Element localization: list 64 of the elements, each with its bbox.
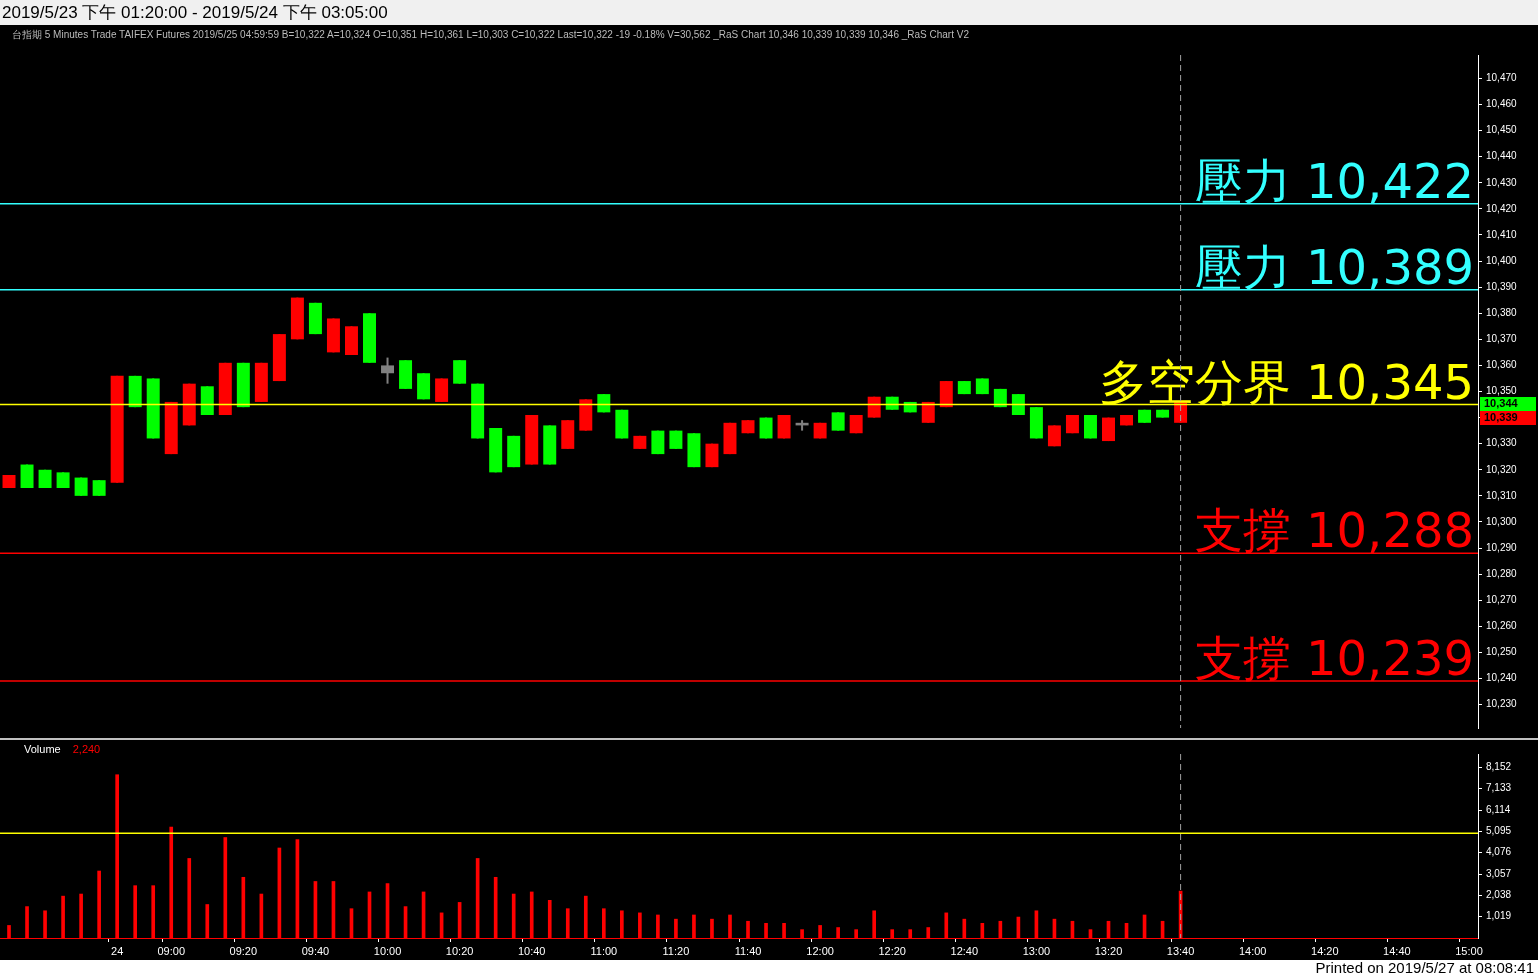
y-tick-label: 10,250	[1486, 646, 1518, 658]
x-tick-label: 15:00	[1455, 944, 1483, 957]
ref-line-label: 支撐 10,239	[1194, 630, 1474, 687]
y-tick-label: 10,410	[1486, 228, 1518, 240]
x-tick-label: 14:40	[1383, 944, 1411, 957]
x-tick-label: 14:00	[1238, 944, 1267, 957]
x-tick-label: 13:20	[1094, 944, 1123, 957]
y-tick-label: 10,420	[1486, 202, 1518, 214]
text: Printed on 2019/5/27 at 08:08:41	[0, 959, 1538, 976]
annotation: 2,240	[72, 743, 101, 755]
y-tick-label: 10,270	[1486, 593, 1518, 605]
y-tick-label: 10,310	[1486, 489, 1518, 501]
y-tick-label: 3,057	[1486, 867, 1512, 879]
y-tick-label: 10,280	[1486, 567, 1518, 579]
y-tick-label: 10,260	[1486, 620, 1518, 632]
y-tick-label: 6,114	[1486, 803, 1511, 815]
y-tick-label: 10,320	[1486, 463, 1518, 475]
y-tick-label: 10,390	[1486, 280, 1518, 292]
y-tick-label: 7,133	[1486, 782, 1512, 794]
chart-title: 2019/5/23 下午 01:20:00 - 2019/5/24 下午 03:05:00	[0, 0, 1538, 25]
y-tick-label: 2,038	[1486, 889, 1512, 901]
y-tick-label: 1,019	[1486, 910, 1512, 922]
ref-line-label: 壓力 10,389	[1194, 238, 1474, 295]
x-tick-label: 12:00	[806, 944, 834, 957]
x-tick-label: 10:40	[517, 944, 546, 957]
x-tick-label: 11:40	[734, 944, 762, 957]
chart-subtitle: 台指期 5 Minutes Trade TAIFEX Futures 2019/5/25 04:59:59 B=10,322 A=10,324 O=10,351 H=10,361 L=10,303 C=10,322 Last=10,322 -19 -0.18% V=30,562 _RaS Chart 10,346 10,339 10,339 10,346 _RaS Chart V2	[11, 28, 970, 42]
ref-line-label: 多空分界 10,345	[1098, 353, 1474, 410]
text: 10,339	[1484, 410, 1518, 423]
chart-title: Volume	[24, 743, 61, 755]
y-tick-label: 10,230	[1486, 698, 1518, 710]
x-tick-label: 09:20	[229, 944, 258, 957]
ref-line-label: 壓力 10,422	[1194, 152, 1474, 209]
y-tick-label: 10,460	[1486, 98, 1518, 110]
x-tick-label: 13:40	[1166, 944, 1195, 957]
text: 10,344	[1484, 396, 1519, 409]
y-tick-label: 10,330	[1486, 437, 1518, 449]
y-tick-label: 10,380	[1486, 306, 1518, 318]
y-tick-label: 10,300	[1486, 515, 1518, 527]
x-tick-label: 09:00	[157, 944, 185, 957]
ref-line-label: 支撐 10,288	[1194, 502, 1474, 559]
y-tick-label: 10,440	[1486, 150, 1518, 162]
y-tick-label: 10,240	[1486, 672, 1518, 684]
x-tick-label: 12:40	[950, 944, 979, 957]
y-tick-label: 10,350	[1486, 385, 1518, 397]
y-tick-label: 10,290	[1486, 541, 1518, 553]
x-tick-label: 09:40	[301, 944, 330, 957]
x-tick-label: 10:00	[373, 944, 402, 957]
y-tick-label: 4,076	[1486, 846, 1512, 858]
y-tick-label: 10,360	[1486, 359, 1518, 371]
y-tick-label: 5,095	[1486, 825, 1512, 837]
x-tick-label: 10:20	[445, 944, 474, 957]
x-tick-label: 14:20	[1311, 944, 1339, 957]
x-tick-label: 12:20	[878, 944, 906, 957]
x-tick-label: 13:00	[1022, 944, 1051, 957]
y-tick-label: 10,430	[1486, 176, 1518, 188]
y-tick-label: 10,470	[1486, 72, 1518, 84]
y-tick-label: 10,370	[1486, 333, 1518, 345]
x-tick-label: 11:00	[590, 944, 618, 957]
y-tick-label: 10,400	[1486, 254, 1518, 266]
y-tick-label: 10,450	[1486, 124, 1518, 136]
y-tick-label: 8,152	[1486, 761, 1512, 773]
x-tick-label: 11:20	[662, 944, 690, 957]
x-tick-label: 24	[111, 944, 124, 957]
